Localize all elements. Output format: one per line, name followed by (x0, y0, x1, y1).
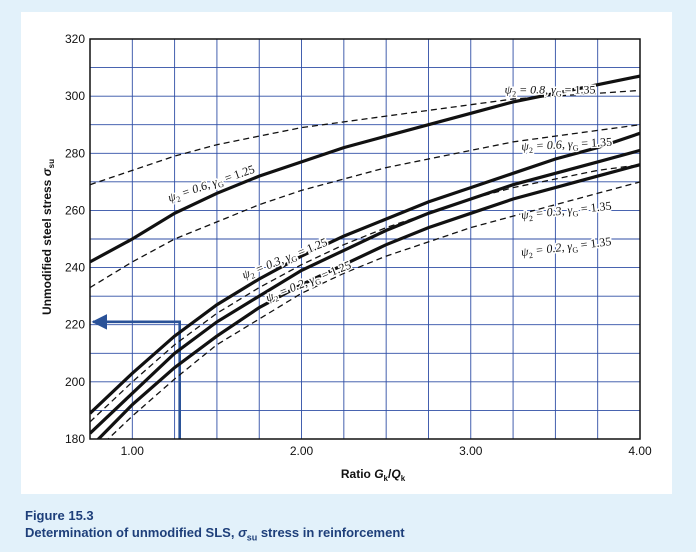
axis-label-text: Unmodified steel stress (40, 176, 54, 315)
label-subscript: 2 (528, 251, 533, 260)
label-text: = 1.35 (577, 234, 612, 252)
x-tick-label: 3.00 (459, 444, 483, 458)
y-tick-label: 240 (65, 261, 85, 275)
axis-label-text: Ratio (341, 467, 374, 481)
curve-label-a2: ψ2 = 0.6, γG = 1.35 (521, 135, 613, 156)
y-tick-label: 300 (65, 89, 85, 103)
axis-label-subscript: k (384, 474, 389, 483)
label-subscript: G (556, 89, 562, 98)
label-text: = 0.6, γ (532, 137, 573, 153)
label-text: ψ (505, 82, 513, 96)
reading-construction (91, 314, 181, 439)
figure-caption: Figure 15.3 Determination of unmodified … (25, 507, 665, 547)
label-subscript: 2 (175, 194, 182, 204)
y-axis-label: Unmodified steel stress σsu (40, 159, 56, 315)
x-tick-label: 4.00 (628, 444, 652, 458)
label-subscript: 2 (529, 214, 534, 223)
label-text: ψ (521, 139, 530, 153)
y-tick-label: 180 (65, 432, 85, 446)
label-subscript: G (314, 277, 323, 288)
axis-label-text: / (388, 467, 392, 481)
plot-frame (89, 38, 641, 440)
label-text: = 1.35 (562, 82, 596, 96)
caption-sigma: σ (238, 525, 247, 540)
y-tick-label: 320 (65, 32, 85, 46)
label-subscript: 2 (249, 271, 256, 281)
label-subscript: 2 (273, 294, 280, 304)
label-text: = 0.2, γ (532, 239, 574, 258)
caption-text-before: Determination of unmodified SLS, (25, 525, 239, 540)
series-line-7 (107, 181, 640, 439)
tick-labels: 180 200 220 240 260 280 300 320 1.00 2.00 3.00 4.00 (65, 32, 652, 458)
axis-label-text: σ (40, 167, 54, 176)
series-line-6 (90, 164, 640, 423)
label-text: = 1.35 (578, 135, 612, 151)
plot-border (89, 38, 641, 440)
label-subscript: G (217, 179, 226, 189)
x-axis-label: Ratio Gk/Qk (341, 467, 406, 483)
label-text: = 0.3, γ (532, 203, 573, 221)
figure-number: Figure 15.3 (25, 508, 94, 523)
figure-description: Determination of unmodified SLS, σsu str… (25, 524, 665, 547)
axis-label-text: G (374, 467, 383, 481)
caption-text-after: stress in reinforcement (257, 525, 405, 540)
curve-label-a1: ψ2 = 0.8, γG = 1.35 (505, 82, 596, 98)
axis-label-text: Q (391, 467, 401, 481)
label-text: = 1.35 (577, 199, 612, 216)
chart-panel: 180 200 220 240 260 280 300 320 1.00 2.00 3.00 4.00… (21, 12, 672, 494)
label-text: = 0.8, γ (516, 82, 556, 96)
axis-label-subscript: k (401, 474, 406, 483)
label-subscript: G (573, 143, 579, 152)
y-tick-label: 220 (65, 318, 85, 332)
y-tick-label: 200 (65, 375, 85, 389)
label-subscript: 2 (529, 146, 533, 155)
curve-label-a4: ψ2 = 0.3, γG = 1.35 (520, 199, 612, 224)
y-tick-label: 280 (65, 146, 85, 160)
caption-subscript: su (246, 532, 258, 543)
curve-label-a7: ψ2 = 0.2, γG = 1.35 (520, 234, 612, 261)
series-line-4 (90, 124, 640, 289)
series-line-2 (90, 89, 640, 186)
label-subscript: G (572, 209, 579, 219)
series-line-1 (90, 74, 640, 264)
reading-arrow (91, 314, 181, 439)
chart: 180 200 220 240 260 280 300 320 1.00 2.00 3.00 4.00… (40, 32, 652, 483)
series-line-5 (90, 148, 640, 435)
label-subscript: G (290, 254, 299, 265)
series-group (90, 74, 640, 439)
series-line-8 (96, 163, 640, 439)
label-subscript: 2 (512, 89, 516, 98)
x-tick-label: 1.00 (121, 444, 145, 458)
label-subscript: G (572, 245, 579, 255)
axis-label-subscript: su (47, 159, 56, 168)
x-tick-label: 2.00 (290, 444, 314, 458)
y-tick-label: 260 (65, 203, 85, 217)
series-line-3 (90, 131, 640, 415)
